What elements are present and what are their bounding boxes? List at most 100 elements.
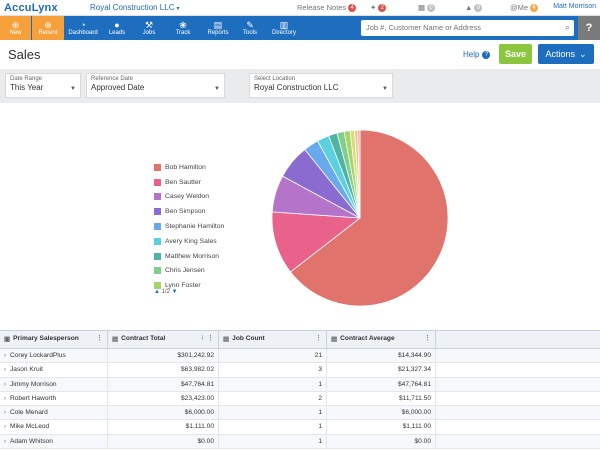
actions-button[interactable]: Actions ⌄ xyxy=(538,44,594,64)
legend-item[interactable]: Casey Weldon xyxy=(154,190,254,205)
dashboard-label: Dashboard xyxy=(68,30,98,36)
chevron-right-icon[interactable]: › xyxy=(4,424,6,431)
column-job-count[interactable]: ▤ Job Count ⋮ xyxy=(219,331,327,348)
pie-slice[interactable] xyxy=(357,129,361,219)
sort-down-icon[interactable]: ↓ xyxy=(200,334,205,341)
sales-table: ▣ Primary Salesperson ⋮ ▤ Contract Total… xyxy=(0,330,600,450)
column-menu-icon[interactable]: ⋮ xyxy=(96,335,103,342)
new-button[interactable]: ⊕ New xyxy=(0,16,31,40)
column-contract-total[interactable]: ▤ Contract Total ↓ ⋮ xyxy=(108,331,219,348)
company-selector[interactable]: Royal Construction LLC ▾ xyxy=(90,3,180,12)
table-row[interactable]: › Mike McLeod $1,111.00 1 $1,111.00 xyxy=(0,420,600,435)
chevron-right-icon[interactable]: › xyxy=(4,395,6,402)
legend-label: Bob Hamilton xyxy=(165,163,206,171)
help-label: Help xyxy=(463,50,480,59)
wrench-icon: ✎ xyxy=(246,20,254,30)
legend-label: Ben Sautter xyxy=(165,178,201,186)
nav-directory[interactable]: ▥ Directory xyxy=(270,16,298,40)
legend-item[interactable]: Avery King Sales xyxy=(154,234,254,249)
nav-reports[interactable]: ▤ Reports xyxy=(204,16,232,40)
search-input[interactable] xyxy=(366,23,556,32)
legend-item[interactable]: Ben Sautter xyxy=(154,175,254,190)
legend-label: Stephanie Hamilton xyxy=(165,223,225,231)
legend-item[interactable]: Chris Jensen xyxy=(154,264,254,279)
help-link[interactable]: Help ? xyxy=(463,50,491,59)
nav-jobs[interactable]: ⚒ Jobs xyxy=(137,16,161,40)
reference-date-select[interactable]: Reference Date Approved Date ▼ xyxy=(86,73,225,98)
chart-area: Bob Hamilton Ben Sautter Casey Weldon Ben S… xyxy=(0,103,600,351)
legend-item[interactable]: Stephanie Hamilton xyxy=(154,219,254,234)
new-label: New xyxy=(9,30,22,36)
table-row[interactable]: › Cole Menard $6,000.00 1 $6,000.00 xyxy=(0,406,600,421)
page-title: Sales xyxy=(8,47,41,62)
legend-item[interactable]: Ben Simpson xyxy=(154,204,254,219)
plus-icon: ⊕ xyxy=(11,20,20,30)
chevron-right-icon[interactable]: › xyxy=(4,410,6,417)
nav-dashboard[interactable]: ◔ Dashboard xyxy=(66,16,100,40)
table-row[interactable]: › Jimmy Morrison $47,764.81 1 $47,764.81 xyxy=(0,377,600,392)
table-row[interactable]: › Robert Haworth $23,423.00 2 $11,711.50 xyxy=(0,391,600,407)
nav-track[interactable]: ❀ Track xyxy=(171,16,195,40)
notifications-button[interactable]: ▲ 0 xyxy=(465,3,483,12)
help-circle-icon: ? xyxy=(482,50,491,59)
nav-tools[interactable]: ✎ Tools xyxy=(238,16,262,40)
me-button[interactable]: @Me 4 xyxy=(510,3,539,12)
bell-icon: ▲ xyxy=(465,3,473,12)
release-notes-link[interactable]: Release Notes 4 xyxy=(297,3,357,12)
column-menu-icon[interactable]: ⋮ xyxy=(207,335,214,342)
job-count-cell: 1 xyxy=(219,434,327,449)
column-contract-average[interactable]: ▤ Contract Average ⋮ xyxy=(327,331,436,348)
chevron-down-icon: ▾ xyxy=(176,6,180,12)
contract-total-cell: $1,111.00 xyxy=(108,420,219,434)
nav-leads[interactable]: ● Leads xyxy=(104,16,130,40)
table-row[interactable]: › Adam Whitson $0.00 1 $0.00 xyxy=(0,434,600,450)
legend-swatch xyxy=(154,252,161,260)
search-icon[interactable]: ⌕ xyxy=(564,22,570,32)
column-label: Primary Salesperson xyxy=(13,335,79,342)
legend-swatch xyxy=(154,237,161,245)
contract-average-cell: $6,000.00 xyxy=(327,406,436,420)
pie-slice[interactable] xyxy=(271,211,362,273)
legend-item[interactable]: Bob Hamilton xyxy=(154,160,254,175)
job-count-cell: 21 xyxy=(219,349,327,363)
date-range-select[interactable]: Date Range This Year ▼ xyxy=(5,73,81,98)
table-row[interactable]: › Corey LockardPlus $301,242.92 21 $14,344.9… xyxy=(0,349,600,364)
legend-prev-icon[interactable]: ▲ xyxy=(154,289,160,295)
save-button[interactable]: Save xyxy=(499,44,532,64)
location-select[interactable]: Select Location Royal Construction LLC ▼ xyxy=(249,73,393,98)
legend-item[interactable]: Matthew Morrison xyxy=(154,249,254,264)
chevron-down-icon: ⌄ xyxy=(578,48,587,59)
salesperson-cell: › Jason Kruit xyxy=(0,363,108,377)
legend-pager: ▲ 1/2 ▼ xyxy=(154,289,178,295)
pinned-button[interactable]: ✦ 2 xyxy=(370,3,387,12)
chevron-right-icon[interactable]: › xyxy=(4,367,6,374)
help-question-button[interactable]: ? xyxy=(578,16,600,40)
dashboard-icon: ◔ xyxy=(80,20,86,30)
track-label: Track xyxy=(175,30,191,36)
table-body: › Corey LockardPlus $301,242.92 21 $14,344.9… xyxy=(0,349,600,450)
acculynx-logo[interactable]: AccuLynx xyxy=(4,2,58,14)
legend-next-icon[interactable]: ▼ xyxy=(171,289,178,295)
recent-button[interactable]: ⊕ Recent xyxy=(32,16,64,40)
column-menu-icon[interactable]: ⋮ xyxy=(315,335,322,342)
document-icon: ▤ xyxy=(213,20,223,30)
chevron-right-icon[interactable]: › xyxy=(4,381,6,388)
calendar-button[interactable]: ▦ 0 xyxy=(418,3,436,12)
legend-item[interactable]: Lynn Foster xyxy=(154,278,254,292)
contract-total-cell: $47,764.81 xyxy=(108,377,219,391)
chevron-right-icon[interactable]: › xyxy=(4,353,6,359)
directory-label: Directory xyxy=(271,30,296,36)
column-primary-salesperson[interactable]: ▣ Primary Salesperson ⋮ xyxy=(0,331,108,348)
question-icon: ? xyxy=(585,22,593,34)
legend-label: Lynn Foster xyxy=(165,282,201,290)
table-row[interactable]: › Jason Kruit $63,982.02 3 $21,327.34 xyxy=(0,363,600,378)
job-count-cell: 2 xyxy=(219,391,327,406)
user-name[interactable]: Matt Morrison xyxy=(553,3,596,10)
sales-pie-chart xyxy=(271,129,449,307)
chevron-right-icon[interactable]: › xyxy=(4,438,6,445)
company-name: Royal Construction LLC xyxy=(90,3,175,12)
contract-total-cell: $23,423.00 xyxy=(108,391,219,406)
pin-icon: ✦ xyxy=(370,3,377,12)
column-menu-icon[interactable]: ⋮ xyxy=(424,335,431,342)
pie-slice[interactable] xyxy=(289,129,449,307)
